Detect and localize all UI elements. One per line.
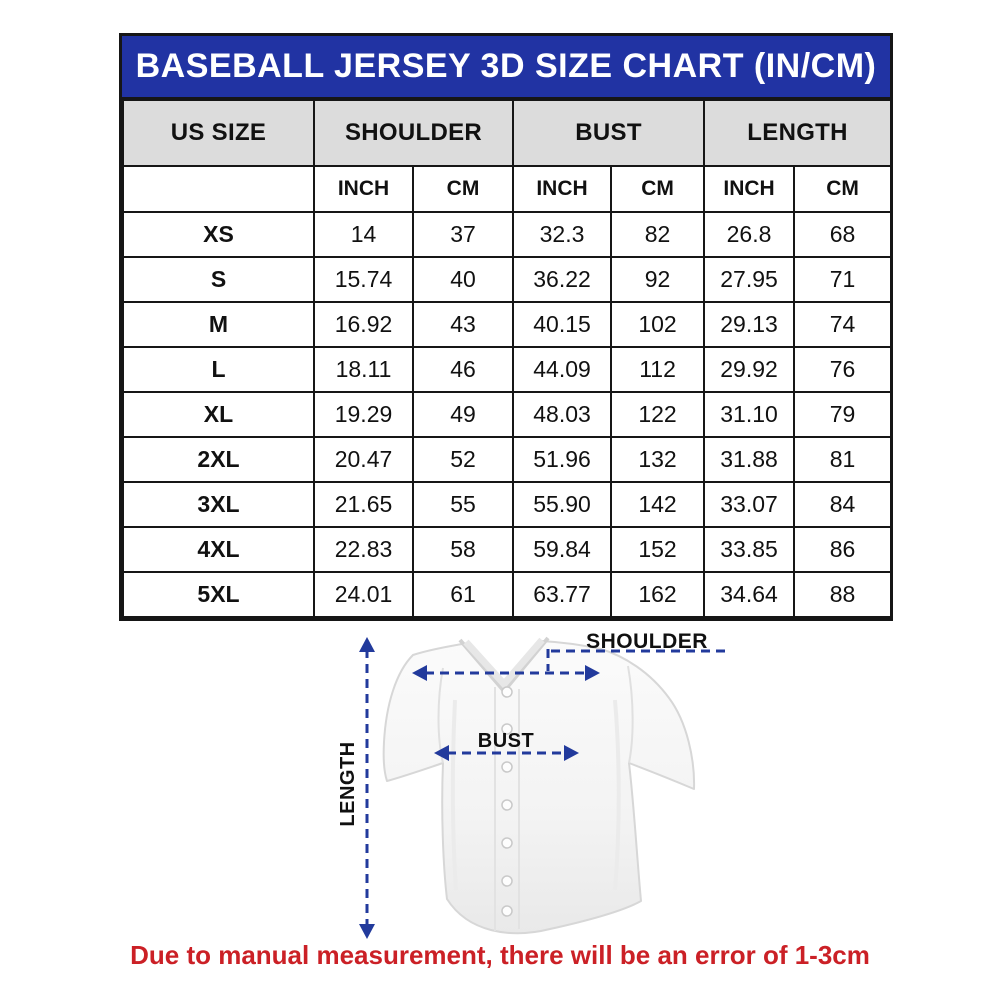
unit-header: CM xyxy=(610,165,706,213)
value-cell: 49 xyxy=(411,391,515,438)
value-cell: 33.85 xyxy=(703,526,796,573)
length-label: LENGTH xyxy=(337,741,359,826)
table-unit-header-row: INCH CM INCH CM INCH CM xyxy=(122,165,893,213)
size-cell: M xyxy=(122,301,315,348)
size-cell: 2XL xyxy=(122,436,315,483)
unit-header: CM xyxy=(793,165,893,213)
value-cell: 43 xyxy=(411,301,515,348)
bust-label: BUST xyxy=(478,730,534,752)
table-row: 3XL 21.65 55 55.90 142 33.07 84 xyxy=(122,481,893,528)
size-cell: S xyxy=(122,256,315,303)
value-cell: 31.88 xyxy=(703,436,796,483)
value-cell: 20.47 xyxy=(313,436,414,483)
value-cell: 36.22 xyxy=(512,256,613,303)
value-cell: 84 xyxy=(793,481,893,528)
value-cell: 34.64 xyxy=(703,571,796,618)
value-cell: 29.13 xyxy=(703,301,796,348)
value-cell: 82 xyxy=(610,211,706,258)
size-cell: 5XL xyxy=(122,571,315,618)
value-cell: 74 xyxy=(793,301,893,348)
table-row: 4XL 22.83 58 59.84 152 33.85 86 xyxy=(122,526,893,573)
column-header-bust: BUST xyxy=(512,99,706,167)
value-cell: 21.65 xyxy=(313,481,414,528)
shoulder-label: SHOULDER xyxy=(586,630,708,653)
jersey-image xyxy=(382,636,696,935)
table-row: XS 14 37 32.3 82 26.8 68 xyxy=(122,211,893,258)
unit-header: INCH xyxy=(512,165,613,213)
value-cell: 86 xyxy=(793,526,893,573)
table-row: 5XL 24.01 61 63.77 162 34.64 88 xyxy=(122,571,893,618)
value-cell: 152 xyxy=(610,526,706,573)
value-cell: 40 xyxy=(411,256,515,303)
table-row: M 16.92 43 40.15 102 29.13 74 xyxy=(122,301,893,348)
value-cell: 29.92 xyxy=(703,346,796,393)
size-chart-panel: BASEBALL JERSEY 3D SIZE CHART (IN/CM) US… xyxy=(119,33,893,621)
size-cell: XL xyxy=(122,391,315,438)
value-cell: 44.09 xyxy=(512,346,613,393)
value-cell: 58 xyxy=(411,526,515,573)
column-header-shoulder: SHOULDER xyxy=(312,99,515,167)
value-cell: 142 xyxy=(610,481,706,528)
value-cell: 32.3 xyxy=(512,211,613,258)
value-cell: 24.01 xyxy=(313,571,414,618)
chart-title: BASEBALL JERSEY 3D SIZE CHART (IN/CM) xyxy=(122,36,890,99)
value-cell: 102 xyxy=(610,301,706,348)
value-cell: 76 xyxy=(793,346,893,393)
size-cell: L xyxy=(122,346,315,393)
value-cell: 19.29 xyxy=(313,391,414,438)
value-cell: 71 xyxy=(793,256,893,303)
value-cell: 81 xyxy=(793,436,893,483)
size-cell: 3XL xyxy=(122,481,315,528)
value-cell: 112 xyxy=(610,346,706,393)
value-cell: 33.07 xyxy=(703,481,796,528)
column-header-length: LENGTH xyxy=(703,99,893,167)
value-cell: 37 xyxy=(411,211,515,258)
value-cell: 14 xyxy=(313,211,414,258)
value-cell: 26.8 xyxy=(703,211,796,258)
value-cell: 22.83 xyxy=(313,526,414,573)
table-row: L 18.11 46 44.09 112 29.92 76 xyxy=(122,346,893,393)
measure-arrowheads xyxy=(359,637,600,939)
unit-header: INCH xyxy=(313,165,414,213)
value-cell: 88 xyxy=(793,571,893,618)
table-row: XL 19.29 49 48.03 122 31.10 79 xyxy=(122,391,893,438)
value-cell: 162 xyxy=(610,571,706,618)
table-group-header-row: US SIZE SHOULDER BUST LENGTH xyxy=(122,99,893,167)
size-cell: 4XL xyxy=(122,526,315,573)
value-cell: 52 xyxy=(411,436,515,483)
value-cell: 40.15 xyxy=(512,301,613,348)
table-row: 2XL 20.47 52 51.96 132 31.88 81 xyxy=(122,436,893,483)
jersey-buttons xyxy=(501,686,513,917)
value-cell: 79 xyxy=(793,391,893,438)
value-cell: 68 xyxy=(793,211,893,258)
value-cell: 46 xyxy=(411,346,515,393)
value-cell: 16.92 xyxy=(313,301,414,348)
value-cell: 27.95 xyxy=(703,256,796,303)
value-cell: 31.10 xyxy=(703,391,796,438)
size-table: US SIZE SHOULDER BUST LENGTH INCH CM INC… xyxy=(122,99,893,618)
value-cell: 92 xyxy=(610,256,706,303)
value-cell: 55 xyxy=(411,481,515,528)
unit-header-blank xyxy=(122,165,315,213)
value-cell: 59.84 xyxy=(512,526,613,573)
table-row: S 15.74 40 36.22 92 27.95 71 xyxy=(122,256,893,303)
value-cell: 132 xyxy=(610,436,706,483)
unit-header: CM xyxy=(411,165,515,213)
measurement-error-note: Due to manual measurement, there will be… xyxy=(130,940,870,970)
column-header-us-size: US SIZE xyxy=(122,99,315,167)
value-cell: 51.96 xyxy=(512,436,613,483)
value-cell: 122 xyxy=(610,391,706,438)
value-cell: 15.74 xyxy=(313,256,414,303)
value-cell: 63.77 xyxy=(512,571,613,618)
value-cell: 48.03 xyxy=(512,391,613,438)
value-cell: 61 xyxy=(411,571,515,618)
value-cell: 55.90 xyxy=(512,481,613,528)
jersey-measurement-diagram: SHOULDER BUST LENGTH xyxy=(337,630,728,939)
value-cell: 18.11 xyxy=(313,346,414,393)
size-cell: XS xyxy=(122,211,315,258)
unit-header: INCH xyxy=(703,165,796,213)
